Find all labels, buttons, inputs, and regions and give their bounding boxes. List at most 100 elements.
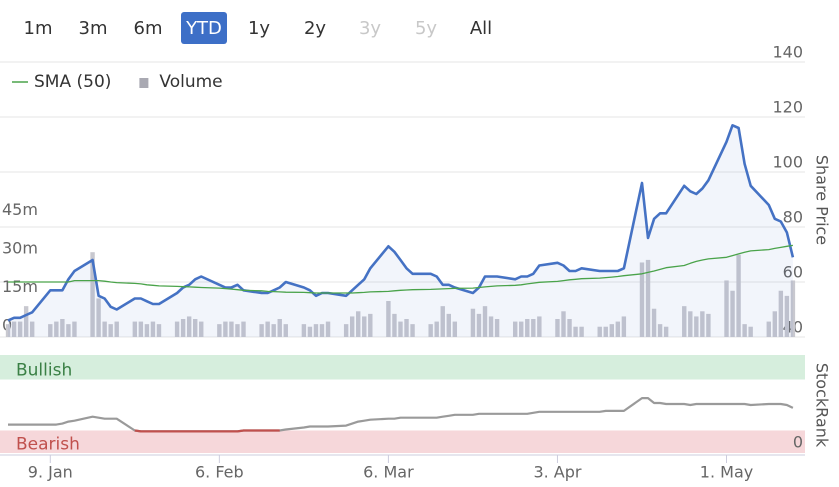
- y-tick-label: 0: [793, 433, 803, 452]
- range-button: 5y: [415, 18, 437, 39]
- volume-bar: [724, 280, 729, 337]
- y-tick-label: 60: [783, 263, 803, 282]
- volume-bar: [217, 324, 222, 337]
- range-button[interactable]: 3m: [79, 18, 108, 39]
- volume-bar: [362, 316, 367, 337]
- volume-bar: [404, 319, 409, 337]
- band-label: Bearish: [16, 435, 80, 455]
- volume-bar: [102, 321, 107, 337]
- volume-bar: [241, 321, 246, 337]
- volume-bar: [663, 326, 669, 337]
- y-axis-title: Share Price: [813, 155, 832, 245]
- volume-bar: [368, 313, 373, 337]
- volume-bar: [688, 311, 693, 337]
- range-button[interactable]: All: [470, 18, 492, 39]
- volume-bar: [561, 311, 566, 337]
- volume-bar: [609, 324, 614, 337]
- sma-line: [8, 244, 793, 294]
- volume-bar: [519, 321, 524, 337]
- volume-bar: [434, 321, 439, 337]
- volume-bar: [277, 319, 282, 337]
- volume-bar: [603, 326, 608, 337]
- volume-bar: [349, 316, 355, 337]
- volume-bar: [476, 313, 482, 337]
- band: [0, 355, 805, 380]
- range-button[interactable]: 2y: [304, 18, 326, 39]
- legend-label: SMA (50): [34, 72, 111, 92]
- range-button[interactable]: 1y: [248, 18, 270, 39]
- volume-bar: [386, 301, 391, 337]
- volume-bar: [11, 321, 17, 337]
- volume-bar: [90, 252, 95, 337]
- volume-bar: [567, 319, 572, 337]
- volume-bar: [343, 324, 349, 337]
- volume-bar: [392, 313, 397, 337]
- volume-bar: [579, 326, 584, 337]
- volume-bar: [156, 324, 162, 337]
- volume-bar: [96, 298, 101, 337]
- volume-bar: [573, 326, 578, 337]
- price-line: [7, 124, 795, 322]
- volume-bar: [525, 319, 530, 337]
- volume-bar: [410, 324, 415, 337]
- volume-bar: [132, 321, 138, 337]
- y-tick-label: 120: [772, 98, 803, 117]
- volume-bar: [144, 324, 150, 337]
- volume-bar: [66, 324, 71, 337]
- volume-bar: [446, 313, 451, 337]
- volume-bar: [307, 326, 313, 337]
- volume-bar: [682, 306, 687, 337]
- volume-bar: [706, 313, 711, 337]
- volume-bar: [700, 311, 705, 337]
- volume-bar: [615, 321, 621, 337]
- volume-bar: [736, 254, 741, 337]
- x-tick-label: 9. Jan: [28, 463, 73, 482]
- volume-bar: [17, 321, 23, 337]
- volume-bar: [150, 321, 156, 337]
- volume-bar: [790, 280, 796, 337]
- range-button: 3y: [359, 18, 381, 39]
- volume-bar: [356, 311, 361, 337]
- stockrank-title: StockRank: [813, 363, 832, 448]
- volume-bar: [48, 324, 53, 337]
- volume-bar: [621, 316, 627, 337]
- volume-bar: [60, 319, 65, 337]
- volume-bar: [398, 321, 403, 337]
- x-tick-label: 3. Apr: [533, 463, 581, 482]
- volume-bar: [174, 321, 180, 337]
- range-button[interactable]: 6m: [134, 18, 163, 39]
- volume-bar: [114, 321, 119, 337]
- price-area: [8, 125, 793, 337]
- volume-bar: [313, 324, 319, 337]
- bearish-segment: [134, 429, 280, 433]
- volume-bar: [748, 326, 753, 337]
- volume-bar: [5, 324, 11, 337]
- range-button-bg[interactable]: [181, 12, 227, 44]
- range-button[interactable]: YTD: [185, 18, 222, 39]
- volume-bar: [742, 324, 747, 337]
- y2-tick-label: 15m: [2, 277, 38, 296]
- x-tick-label: 1. May: [700, 463, 753, 482]
- volume-bar: [259, 324, 264, 337]
- y2-tick-label: 30m: [2, 238, 38, 257]
- volume-bar: [193, 319, 198, 337]
- volume-bar: [531, 319, 536, 337]
- x-tick-label: 6. Mar: [363, 463, 414, 482]
- volume-bar: [694, 316, 699, 337]
- x-tick-label: 6. Feb: [195, 463, 244, 482]
- legend-label: Volume: [159, 72, 222, 92]
- volume-bar: [555, 319, 560, 337]
- volume-bar: [223, 321, 228, 337]
- volume-bar: [651, 308, 657, 337]
- volume-bar: [512, 321, 518, 337]
- volume-bar: [766, 321, 771, 337]
- volume-bar: [537, 316, 542, 337]
- y2-tick-label: 45m: [2, 200, 38, 219]
- volume-bar: [72, 321, 77, 337]
- range-button[interactable]: 1m: [24, 18, 53, 39]
- volume-bar: [301, 324, 307, 337]
- volume-bar: [730, 290, 735, 337]
- volume-bar: [265, 321, 270, 337]
